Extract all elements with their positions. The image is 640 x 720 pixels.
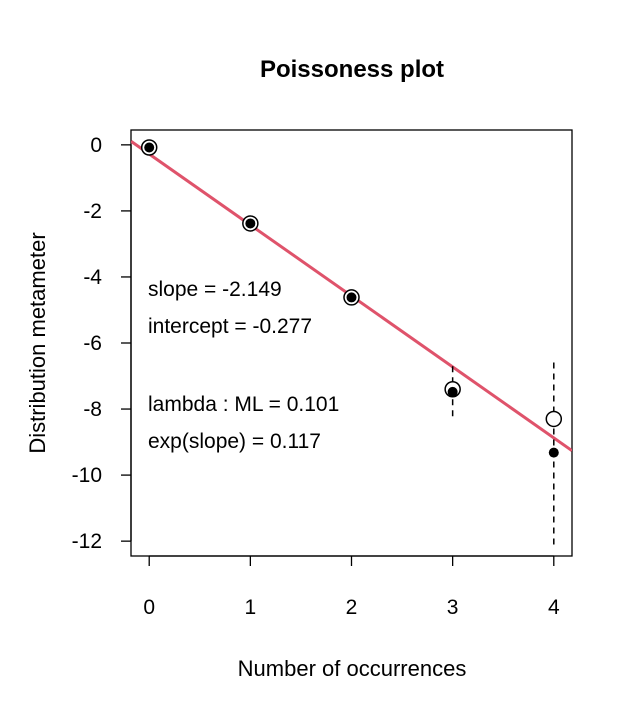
x-tick-label: 4 [548,596,560,619]
y-tick-label: 0 [90,134,102,157]
y-tick-label: -12 [72,530,102,553]
centered-point [245,218,256,229]
x-tick-label: 3 [447,596,459,619]
y-tick-label: -4 [83,266,102,289]
y-axis-label: Distribution metameter [25,232,50,453]
y-tick-label: -8 [83,398,102,421]
centered-point [447,386,458,397]
chart-title: Poissoness plot [260,56,444,83]
lambda-annotation: lambda : ML = 0.101 [148,393,339,416]
confidence-intervals [451,361,555,545]
y-tick-label: -6 [83,332,102,355]
centered-point [144,142,155,153]
y-tick-label: -2 [83,200,102,223]
x-tick-label: 1 [245,596,257,619]
x-tick-label: 2 [346,596,358,619]
y-tick-label: -10 [72,464,102,487]
centered-point [548,447,559,458]
centered-point [346,292,357,303]
exp-slope-annotation: exp(slope) = 0.117 [148,430,321,453]
observed-point [545,410,563,428]
plot-frame [130,129,573,557]
x-axis: 0 1 2 3 4 [143,555,560,619]
data-points [140,139,563,458]
plot-area [131,139,572,545]
x-tick-label: 0 [143,596,155,619]
slope-annotation: slope = -2.149 [148,278,282,301]
x-axis-label: Number of occurrences [238,656,467,681]
y-axis: 0 -2 -4 -6 -8 -10 -12 [72,134,132,553]
intercept-annotation: intercept = -0.277 [148,315,312,338]
